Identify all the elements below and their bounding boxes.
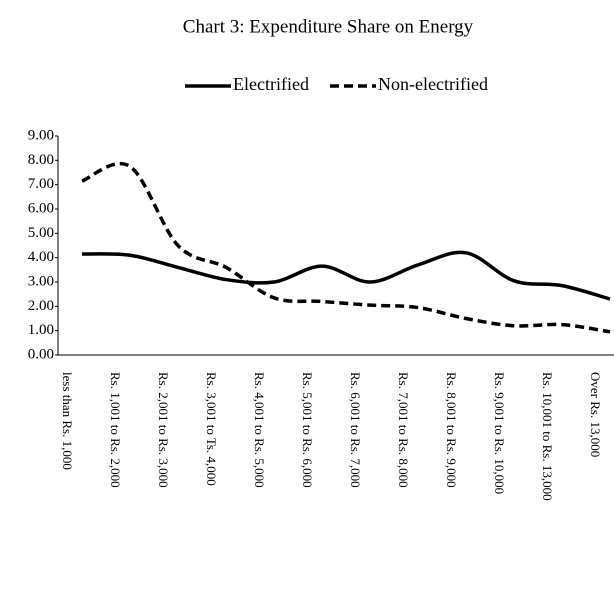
y-tick-label: 2.00 [28, 298, 54, 314]
x-tick-label: Rs. 8,001 to Rs. 9,000 [444, 372, 459, 488]
x-tick-label: Rs. 4,001 to Rs. 5,000 [252, 372, 267, 488]
y-tick-label: 6.00 [28, 200, 54, 216]
y-tick-label: 5.00 [28, 225, 54, 241]
series-line [81, 250, 611, 301]
x-tick-label: Rs. 5,001 to Rs. 6,000 [300, 372, 315, 488]
legend-label: Electrified [233, 74, 309, 94]
x-tick-label: Rs. 6,001 to Rs. 7,000 [348, 372, 363, 488]
y-tick-label: 0.00 [28, 346, 54, 362]
x-tick-label: Over Rs. 13,000 [588, 372, 603, 457]
legend-label: Non-electrified [378, 74, 488, 94]
x-tick-label: Rs. 7,001 to Rs. 8,000 [396, 372, 411, 488]
x-tick-label: Rs. 10,001 to Rs. 13,000 [540, 372, 555, 501]
y-tick-label: 3.00 [28, 273, 54, 289]
x-tick-label: less than Rs. 1,000 [60, 372, 75, 470]
series-line [81, 162, 611, 334]
y-tick-label: 1.00 [28, 322, 54, 338]
x-tick-label: Rs. 2,001 to Rs. 3,000 [156, 372, 171, 488]
x-tick-label: Rs. 9,001 to Rs. 10,000 [492, 372, 507, 494]
y-tick-label: 7.00 [28, 176, 54, 192]
x-tick-label: Rs. 1,001 to Rs. 2,000 [108, 372, 123, 488]
legend: Electrified Non-electrified [185, 74, 488, 94]
y-tick-label: 8.00 [28, 152, 54, 168]
y-tick-label: 4.00 [28, 249, 54, 265]
chart-title: Chart 3: Expenditure Share on Energy [183, 16, 474, 37]
x-tick-label: Rs. 3,001 to Ts. 4,000 [204, 372, 219, 486]
y-tick-label: 9.00 [28, 127, 54, 143]
